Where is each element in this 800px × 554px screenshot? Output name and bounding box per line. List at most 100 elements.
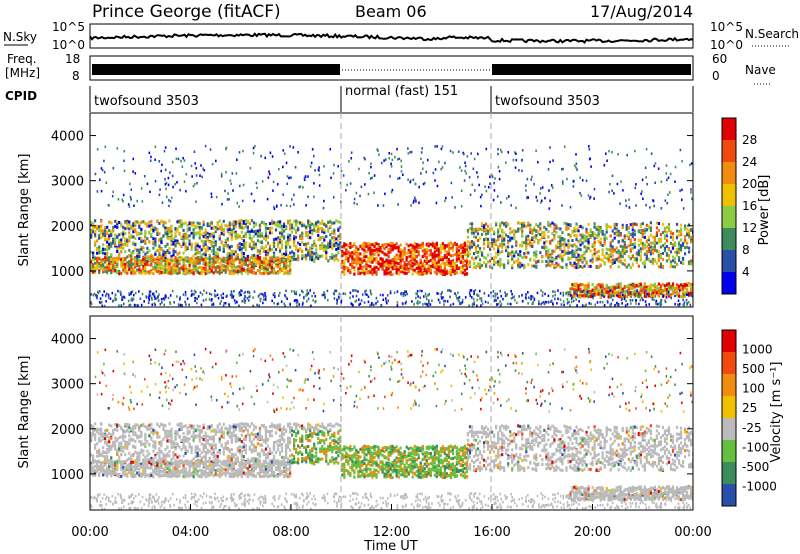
power-cell: [305, 204, 307, 207]
power-cell: [367, 192, 370, 196]
power-cell: [126, 242, 129, 246]
power-cell: [248, 267, 251, 271]
power-cell: [240, 219, 243, 223]
power-cell: [537, 231, 540, 235]
power-cell: [581, 266, 584, 270]
power-cell: [286, 242, 290, 246]
power-cell: [122, 225, 125, 229]
power-cell: [351, 257, 354, 261]
power-cell: [539, 192, 541, 195]
power-cell: [411, 264, 414, 268]
power-cell: [232, 265, 235, 269]
power-cell: [266, 235, 270, 239]
power-cell: [365, 271, 368, 275]
power-cell: [691, 257, 693, 261]
power-cell: [152, 225, 155, 229]
power-cell: [641, 234, 644, 238]
power-cell: [635, 223, 638, 227]
power-cell: [120, 238, 123, 242]
power-cell: [690, 188, 692, 191]
power-cell: [615, 246, 618, 250]
power-cell: [425, 272, 428, 276]
power-cell: [206, 245, 209, 249]
power-cell: [156, 248, 159, 252]
power-cell: [421, 249, 424, 253]
power-cell: [295, 244, 298, 248]
power-cell: [323, 165, 325, 168]
power-cell: [423, 272, 426, 276]
power-cell: [461, 254, 465, 258]
power-cell: [367, 259, 370, 263]
power-cell: [645, 254, 648, 258]
power-cell: [124, 262, 127, 266]
power-cell: [677, 242, 681, 246]
power-cell: [577, 288, 580, 292]
power-cell: [373, 248, 376, 252]
power-cell: [687, 235, 691, 239]
power-cell: [629, 266, 632, 270]
power-cell: [517, 221, 520, 225]
power-cell: [160, 262, 163, 266]
power-cell: [643, 282, 646, 286]
power-cell: [188, 222, 191, 226]
power-cell: [593, 249, 596, 253]
power-cell: [525, 235, 528, 239]
power-cell: [335, 253, 338, 257]
power-cell: [250, 256, 253, 260]
power-cell: [232, 252, 235, 256]
power-cell: [651, 235, 654, 239]
power-cell: [377, 245, 380, 249]
power-cell: [92, 265, 95, 269]
power-cell: [270, 231, 274, 235]
power-cell: [400, 165, 403, 168]
power-cell: [607, 248, 610, 252]
power-cell: [644, 166, 647, 170]
power-cell: [254, 262, 258, 266]
power-cell: [581, 241, 584, 245]
power-cell: [484, 236, 488, 240]
power-cell: [657, 222, 661, 226]
power-cell: [631, 291, 634, 295]
power-cell: [178, 221, 181, 225]
power-cell: [138, 224, 141, 228]
power-cell: [455, 257, 459, 261]
power-cell: [619, 254, 622, 258]
power-cell: [553, 249, 556, 253]
power-cell: [353, 201, 356, 205]
power-cell: [266, 265, 270, 269]
power-cell: [116, 225, 119, 229]
power-cell: [423, 269, 426, 273]
power-cell: [547, 253, 550, 257]
power-cell: [216, 251, 219, 255]
power-cell: [192, 270, 195, 274]
power-cell: [288, 176, 290, 180]
power-cell: [375, 272, 378, 276]
power-cell: [427, 242, 430, 246]
power-cell: [224, 256, 227, 260]
power-cell: [212, 263, 215, 267]
power-cell: [128, 268, 131, 272]
power-cell: [447, 249, 450, 253]
power-cell: [667, 247, 671, 251]
power-cell: [513, 228, 516, 232]
power-cell: [291, 250, 294, 254]
power-cell: [94, 219, 97, 223]
power-cell: [507, 239, 510, 243]
power-cell: [331, 253, 334, 257]
power-cell: [493, 256, 496, 260]
power-cell: [260, 271, 264, 275]
power-cell: [667, 282, 671, 286]
power-cell: [176, 257, 179, 261]
power-cell: [675, 236, 679, 240]
power-cell: [635, 290, 638, 294]
power-cell: [373, 174, 376, 177]
power-cell: [411, 257, 414, 261]
power-cell: [134, 230, 137, 234]
power-cell: [472, 228, 476, 232]
power-cell: [96, 263, 99, 267]
power-cell: [685, 245, 689, 249]
power-cell: [501, 250, 504, 254]
power-cell: [230, 222, 233, 226]
power-cell: [254, 254, 258, 258]
power-cell: [563, 245, 566, 249]
